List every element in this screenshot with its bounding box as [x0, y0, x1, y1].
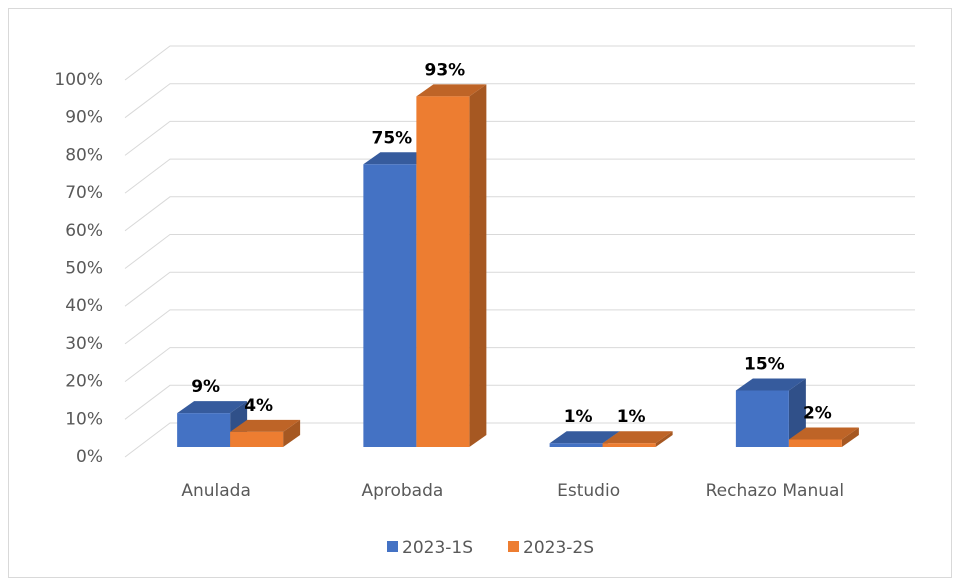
bar	[230, 419, 301, 447]
bar-face	[788, 378, 806, 447]
bar-face	[363, 152, 434, 165]
y-tick-label: 20%	[65, 372, 103, 392]
bar	[602, 431, 673, 447]
bar-face	[788, 439, 842, 447]
y-tick-label: 10%	[65, 409, 103, 429]
grid-line	[124, 271, 915, 307]
bar-face	[841, 427, 859, 447]
bar-face	[602, 431, 673, 444]
y-tick-label: 90%	[65, 108, 103, 128]
y-tick-label: 100%	[54, 70, 103, 90]
y-tick-label: 0%	[76, 447, 103, 467]
bar-face	[469, 84, 487, 447]
grid-line	[124, 347, 915, 382]
bar-face	[177, 401, 248, 414]
data-label: 4%	[244, 396, 273, 416]
bar-face	[177, 413, 231, 447]
legend-swatch	[387, 541, 398, 552]
y-tick-label: 50%	[65, 259, 103, 279]
bar-face	[416, 96, 470, 447]
legend-label: 2023-2S	[523, 538, 594, 558]
x-tick-label: Aprobada	[361, 481, 443, 501]
y-tick-label: 80%	[65, 145, 103, 165]
grid-line	[124, 384, 915, 420]
bar-face	[549, 443, 603, 447]
data-label: 1%	[617, 407, 646, 427]
bar	[788, 427, 859, 447]
data-label: 1%	[564, 407, 593, 427]
y-tick-label: 40%	[65, 296, 103, 316]
grid-line	[124, 158, 915, 194]
grid-line	[124, 83, 915, 119]
data-label: 9%	[191, 377, 220, 397]
bar-face	[735, 390, 789, 447]
bar	[735, 378, 806, 447]
bar-face	[549, 431, 620, 444]
bar-face	[416, 84, 487, 97]
bar-face	[788, 427, 859, 440]
bar-face	[602, 443, 656, 447]
x-tick-label: Rechazo Manual	[706, 481, 845, 501]
legend-swatch	[508, 541, 519, 552]
y-tick-label: 30%	[65, 334, 103, 354]
bar-face	[655, 431, 673, 447]
y-tick-label: 60%	[65, 221, 103, 241]
bar-face	[230, 419, 301, 432]
bar-face	[735, 378, 806, 391]
bar	[416, 84, 487, 447]
grid-line	[124, 234, 915, 269]
bar-face	[283, 419, 301, 447]
bar-face	[363, 164, 417, 447]
grid-line	[124, 196, 915, 232]
grid-line	[124, 422, 915, 458]
grid-line	[124, 45, 915, 81]
data-label: 75%	[372, 128, 413, 148]
legend-label: 2023-1S	[402, 538, 473, 558]
x-tick-label: Estudio	[557, 481, 620, 501]
data-label: 2%	[803, 403, 832, 423]
data-label: 93%	[425, 60, 466, 80]
x-tick-label: Anulada	[181, 481, 251, 501]
data-label: 15%	[744, 354, 785, 374]
grid-line	[124, 120, 915, 156]
bar-face	[230, 431, 284, 447]
y-tick-label: 70%	[65, 183, 103, 203]
grid-line	[124, 309, 915, 345]
